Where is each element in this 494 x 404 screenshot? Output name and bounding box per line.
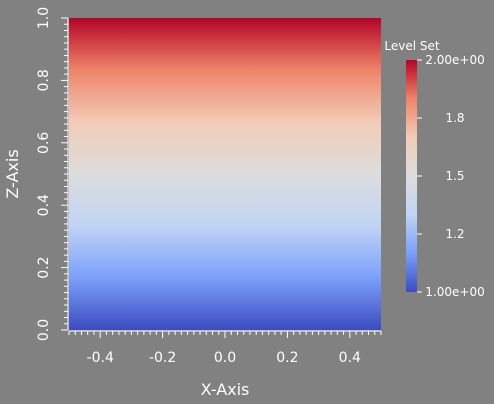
y-axis-title: Z-Axis — [3, 149, 22, 198]
x-axis-title: X-Axis — [201, 380, 250, 399]
level-set-field — [69, 18, 381, 330]
colorbar-ticks: 1.00e+00 1.2 1.5 1.8 2.00e+00 — [417, 53, 485, 299]
x-axis-ticks: -0.4 -0.2 0.0 0.2 0.4 — [68, 331, 382, 366]
y-tick-label: 0.2 — [36, 256, 52, 278]
x-tick-label: 0.4 — [339, 350, 361, 366]
colorbar-title: Level Set — [384, 39, 439, 53]
x-tick-label: -0.4 — [87, 350, 114, 366]
y-tick-label: 0.8 — [36, 69, 52, 91]
colorbar-tick-label: 1.00e+00 — [425, 285, 484, 299]
colorbar-tick-label: 1.5 — [445, 169, 464, 183]
colorbar-tick-label: 2.00e+00 — [425, 53, 484, 67]
colorbar-tick-label: 1.2 — [445, 227, 464, 241]
y-tick-label: 0.6 — [36, 132, 52, 154]
x-tick-label: -0.2 — [149, 350, 176, 366]
x-tick-label: 0.0 — [214, 350, 236, 366]
colorbar-tick-label: 1.8 — [445, 111, 464, 125]
colorbar — [406, 60, 417, 292]
y-tick-label: 0.0 — [36, 319, 52, 341]
x-tick-label: 0.2 — [276, 350, 298, 366]
y-axis-ticks: 0.0 0.2 0.4 0.6 0.8 1.0 — [36, 7, 68, 341]
y-tick-label: 0.4 — [36, 194, 52, 216]
y-tick-label: 1.0 — [36, 7, 52, 29]
